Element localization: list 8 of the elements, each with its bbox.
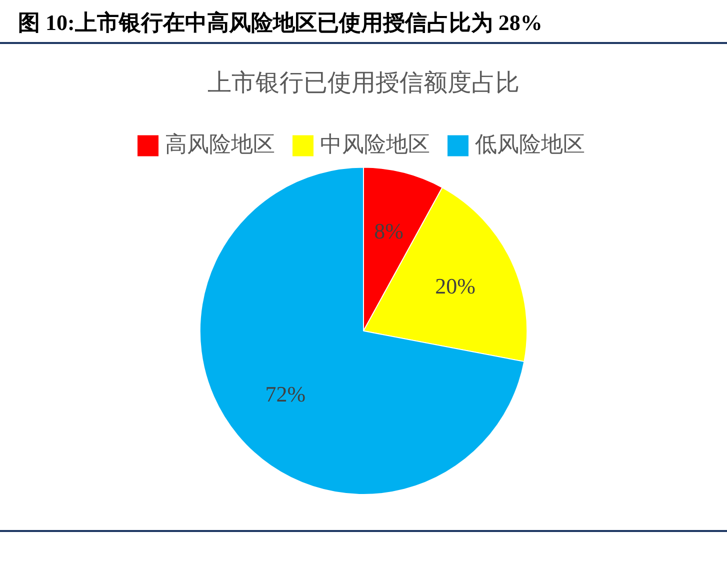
data-label: 8% [374, 218, 404, 244]
chart-subtitle: 上市银行已使用授信额度占比 [208, 68, 520, 97]
data-label: 20% [435, 273, 476, 298]
legend-label: 高风险地区 [165, 132, 275, 158]
chart-title: 图 10:上市银行在中高风险地区已使用授信占比为 28% [18, 9, 542, 37]
legend-label: 中风险地区 [320, 132, 430, 158]
legend-label: 低风险地区 [475, 132, 585, 158]
data-label: 72% [265, 381, 306, 406]
